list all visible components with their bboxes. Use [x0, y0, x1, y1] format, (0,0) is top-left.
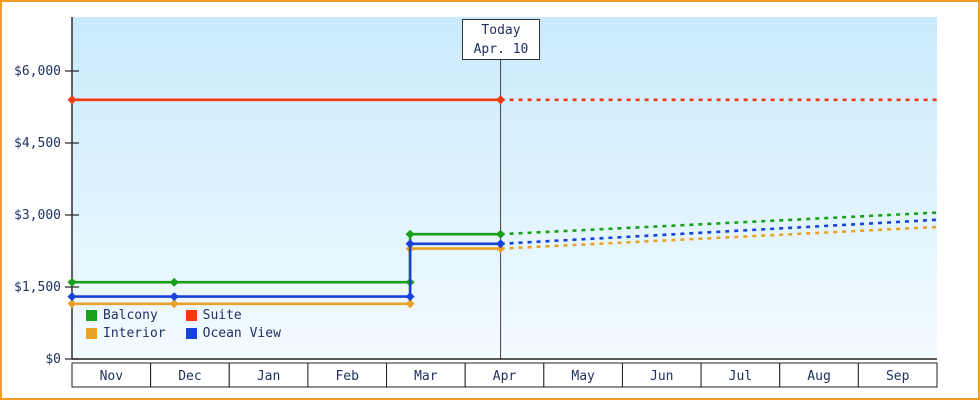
series-ocean-view-marker — [496, 239, 506, 249]
series-interior-marker — [67, 299, 77, 309]
month-label: Feb — [335, 369, 359, 384]
legend-swatch-suite — [185, 310, 197, 321]
legend-swatch-interior — [86, 328, 97, 339]
month-label: Dec — [178, 369, 201, 384]
series-balcony-forecast — [500, 211, 938, 236]
month-label: Apr — [493, 369, 517, 384]
series-ocean-view-marker — [405, 292, 415, 302]
month-label: Jul — [729, 369, 752, 384]
y-tick-label: $1,500 — [14, 280, 61, 295]
series-suite-marker — [496, 95, 506, 105]
legend-label-interior: Interior — [103, 326, 166, 341]
legend-item-balcony: Balcony — [86, 308, 166, 323]
month-label: Nov — [100, 369, 124, 384]
y-tick-label: $0 — [45, 352, 61, 367]
month-label: Jan — [257, 369, 280, 384]
month-label: Jun — [650, 369, 673, 384]
series-interior-marker — [169, 299, 179, 309]
y-tick-label: $3,000 — [14, 208, 61, 223]
series-balcony-marker — [67, 277, 77, 287]
y-tick-label: $4,500 — [14, 136, 61, 151]
series-ocean-view-marker — [405, 239, 415, 249]
series-ocean-view — [67, 218, 938, 302]
legend-label-balcony: Balcony — [103, 308, 158, 323]
legend-swatch-balcony — [86, 310, 97, 321]
series-ocean-view-marker — [67, 292, 77, 302]
month-label: Sep — [886, 369, 910, 384]
series-interior-forecast — [500, 225, 938, 250]
series-interior-marker — [496, 244, 506, 254]
x-axis-months: Nov Dec Jan Feb Mar Apr May Jun Jul Aug Sep — [71, 362, 938, 388]
y-axis-ticks: $0 $1,500 $3,000 $4,500 $6,000 — [14, 64, 79, 367]
series-interior-marker — [405, 299, 415, 309]
legend-item-ocean-view: Ocean View — [185, 326, 281, 341]
legend-swatch-ocean-view — [185, 328, 197, 339]
month-label: Aug — [807, 369, 830, 384]
series-ocean-view-marker — [169, 292, 179, 302]
chart-legend: Balcony Suite Interior Ocean View — [86, 308, 281, 341]
y-tick-label: $6,000 — [14, 64, 61, 79]
today-label-box: Today Apr. 10 — [462, 19, 540, 60]
series-suite-marker — [67, 95, 77, 105]
plot-area — [72, 17, 937, 359]
month-label: Mar — [414, 369, 438, 384]
series-balcony-marker — [405, 229, 415, 239]
series-ocean-view-forecast — [500, 218, 938, 246]
legend-label-ocean-view: Ocean View — [202, 326, 281, 341]
month-label: May — [571, 369, 595, 384]
legend-item-suite: Suite — [185, 308, 281, 323]
today-label-line1: Today — [481, 23, 521, 38]
legend-item-interior: Interior — [86, 326, 166, 341]
series-balcony-marker — [496, 229, 506, 239]
today-label-line2: Apr. 10 — [473, 42, 529, 57]
series-suite — [67, 95, 937, 105]
series-balcony-marker — [169, 277, 179, 287]
legend-label-suite: Suite — [202, 308, 242, 323]
